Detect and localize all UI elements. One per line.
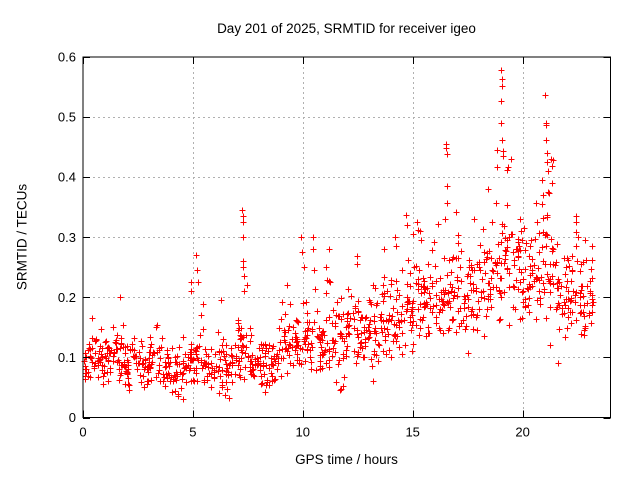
grid-lines	[83, 57, 611, 418]
y-tick-label: 0.4	[58, 170, 76, 185]
x-tick-label: 5	[189, 425, 196, 440]
y-tick-label: 0.6	[58, 50, 76, 65]
y-tick-label: 0.2	[58, 290, 76, 305]
y-tick-label: 0.3	[58, 230, 76, 245]
x-tick-label: 0	[79, 425, 86, 440]
x-axis-title: GPS time / hours	[295, 452, 398, 467]
x-tick-label: 15	[405, 425, 419, 440]
plot-frame	[82, 56, 611, 419]
plot-border	[82, 56, 611, 418]
scatter-markers	[81, 67, 597, 403]
y-tick-label: 0.5	[58, 110, 76, 125]
tick-labels: 0 5 10 15 20 0 0.1 0.2 0.3 0.4 0.5 0.6	[58, 50, 530, 440]
tick-marks	[83, 57, 611, 419]
data-points	[81, 67, 597, 403]
y-tick-label: 0	[69, 410, 76, 425]
chart-title: Day 201 of 2025, SRMTID for receiver ige…	[217, 21, 476, 36]
x-tick-label: 20	[515, 425, 529, 440]
y-tick-label: 0.1	[58, 350, 76, 365]
x-tick-label: 10	[296, 425, 310, 440]
